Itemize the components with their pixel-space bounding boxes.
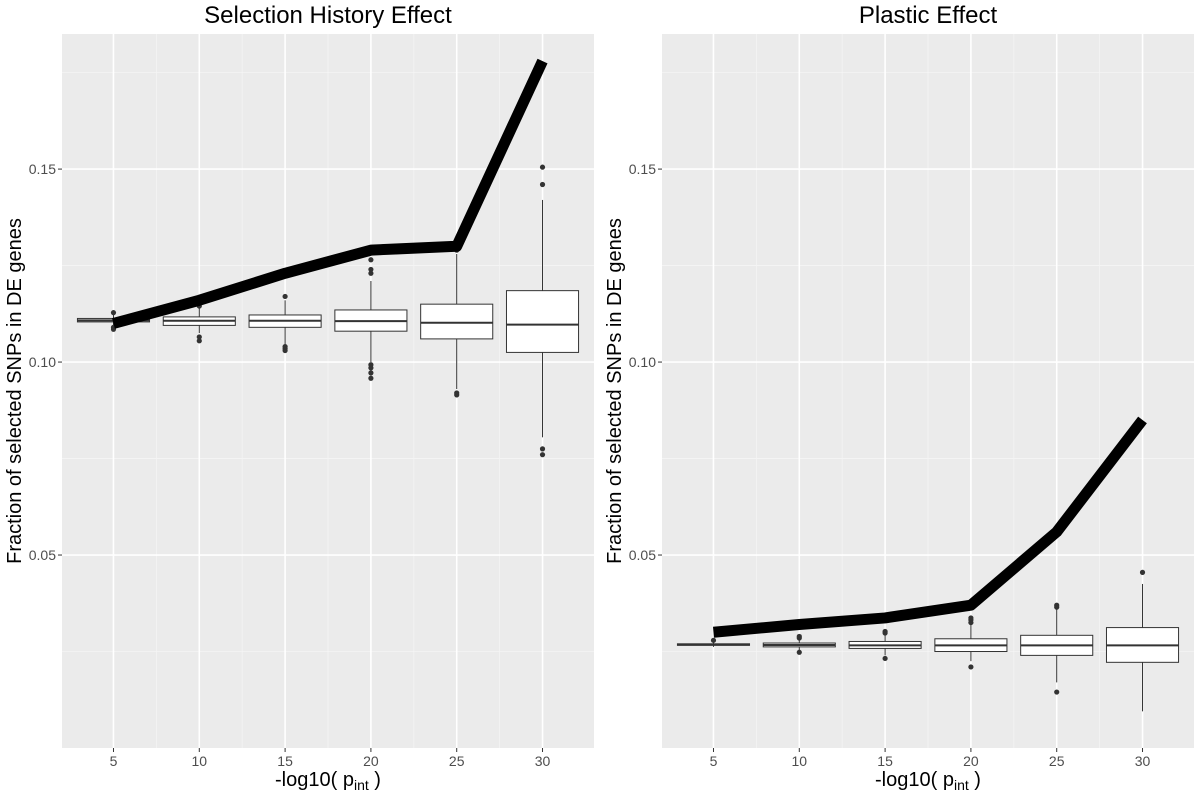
box-outlier-2 — [796, 633, 802, 640]
x-tick-label-1: 10 — [792, 753, 808, 769]
box-outlier-2 — [539, 181, 546, 188]
boxplot-2 — [248, 293, 322, 354]
y-axis-label-left: Fraction of selected SNPs in DE genes — [4, 218, 26, 564]
boxplot-1 — [762, 633, 836, 655]
x-tick-label-4: 25 — [1049, 753, 1065, 769]
boxplot-0 — [676, 637, 751, 647]
box-outlier-6 — [368, 257, 374, 263]
boxplot-2 — [848, 628, 922, 662]
x-axis-label-left-sub: int — [353, 777, 369, 793]
boxplot-5 — [1105, 569, 1180, 712]
box-outlier-2 — [282, 344, 288, 350]
box-outlier-2 — [110, 310, 117, 316]
x-tick-label-4: 25 — [449, 753, 465, 769]
box-outlier-3 — [539, 164, 546, 170]
boxplot-5 — [505, 164, 580, 458]
y-tick-label-1: 0.10 — [629, 354, 656, 370]
box-outlier-0 — [968, 664, 974, 670]
x-tick-label-1: 10 — [192, 753, 208, 769]
x-axis-label-left-main: -log10( p — [275, 769, 354, 791]
y-tick-label-2: 0.15 — [629, 161, 656, 177]
box-body — [505, 290, 580, 353]
x-tick-label-3: 20 — [963, 753, 979, 769]
boxplot-4 — [1020, 602, 1094, 695]
box-body — [420, 303, 494, 340]
y-tick-label-0: 0.05 — [629, 547, 656, 563]
box-outlier-0 — [1054, 689, 1060, 695]
box-outlier-3 — [282, 293, 288, 300]
box-outlier-4 — [368, 270, 374, 276]
x-axis-label-left-close: ) — [368, 769, 381, 791]
box-outlier-2 — [1054, 602, 1060, 608]
box-outlier-0 — [882, 655, 888, 662]
box-outlier-0 — [368, 375, 374, 381]
x-tick-label-0: 5 — [710, 753, 718, 769]
panel-plastic: 0.05 0.10 0.15 5 10 15 20 25 30 — [629, 34, 1194, 769]
x-axis-label-right-close: ) — [968, 769, 981, 791]
box-outlier-1 — [454, 390, 460, 396]
box-outlier-1 — [539, 446, 546, 452]
boxplot-4 — [420, 247, 494, 398]
y-axis-label-right: Fraction of selected SNPs in DE genes — [604, 218, 626, 564]
panel-title-plastic: Plastic Effect — [858, 2, 998, 29]
box-outlier-1 — [368, 370, 374, 376]
observed-line — [112, 58, 548, 329]
x-tick-label-2: 15 — [277, 753, 293, 769]
observed-line — [712, 416, 1147, 638]
y-tick-label-0: 0.05 — [29, 547, 56, 563]
boxplot-3 — [934, 615, 1008, 670]
box-outlier-0 — [539, 452, 546, 458]
x-axis-label-right-main: -log10( p — [875, 769, 954, 791]
box-outlier-3 — [368, 362, 374, 368]
panel-title-selection-history: Selection History Effect — [204, 2, 452, 29]
panel-selection-history: 0.05 0.10 0.15 5 10 15 20 25 30 — [29, 34, 594, 769]
y-tick-label-2: 0.15 — [29, 161, 56, 177]
box-outlier-0 — [196, 338, 202, 344]
x-tick-label-5: 30 — [1135, 753, 1151, 769]
x-tick-label-0: 5 — [110, 753, 118, 769]
x-tick-label-3: 20 — [363, 753, 379, 769]
boxplot-1 — [162, 303, 236, 344]
box-outlier-0 — [796, 649, 802, 655]
box-outlier-5 — [368, 266, 374, 273]
box-outlier-0 — [1139, 569, 1146, 575]
x-tick-label-2: 15 — [877, 753, 893, 769]
x-axis-label-right-sub: int — [953, 777, 969, 793]
boxplot-3 — [334, 257, 408, 381]
box-outlier-2 — [882, 628, 888, 635]
x-axis-label-right: -log10( pint ) — [662, 766, 1194, 794]
box-outlier-3 — [968, 615, 974, 621]
y-tick-label-1: 0.10 — [29, 354, 56, 370]
box-outlier-1 — [196, 334, 202, 340]
x-tick-label-5: 30 — [535, 753, 551, 769]
x-axis-label-left: -log10( pint ) — [62, 766, 594, 794]
box-outlier-0 — [710, 637, 717, 643]
